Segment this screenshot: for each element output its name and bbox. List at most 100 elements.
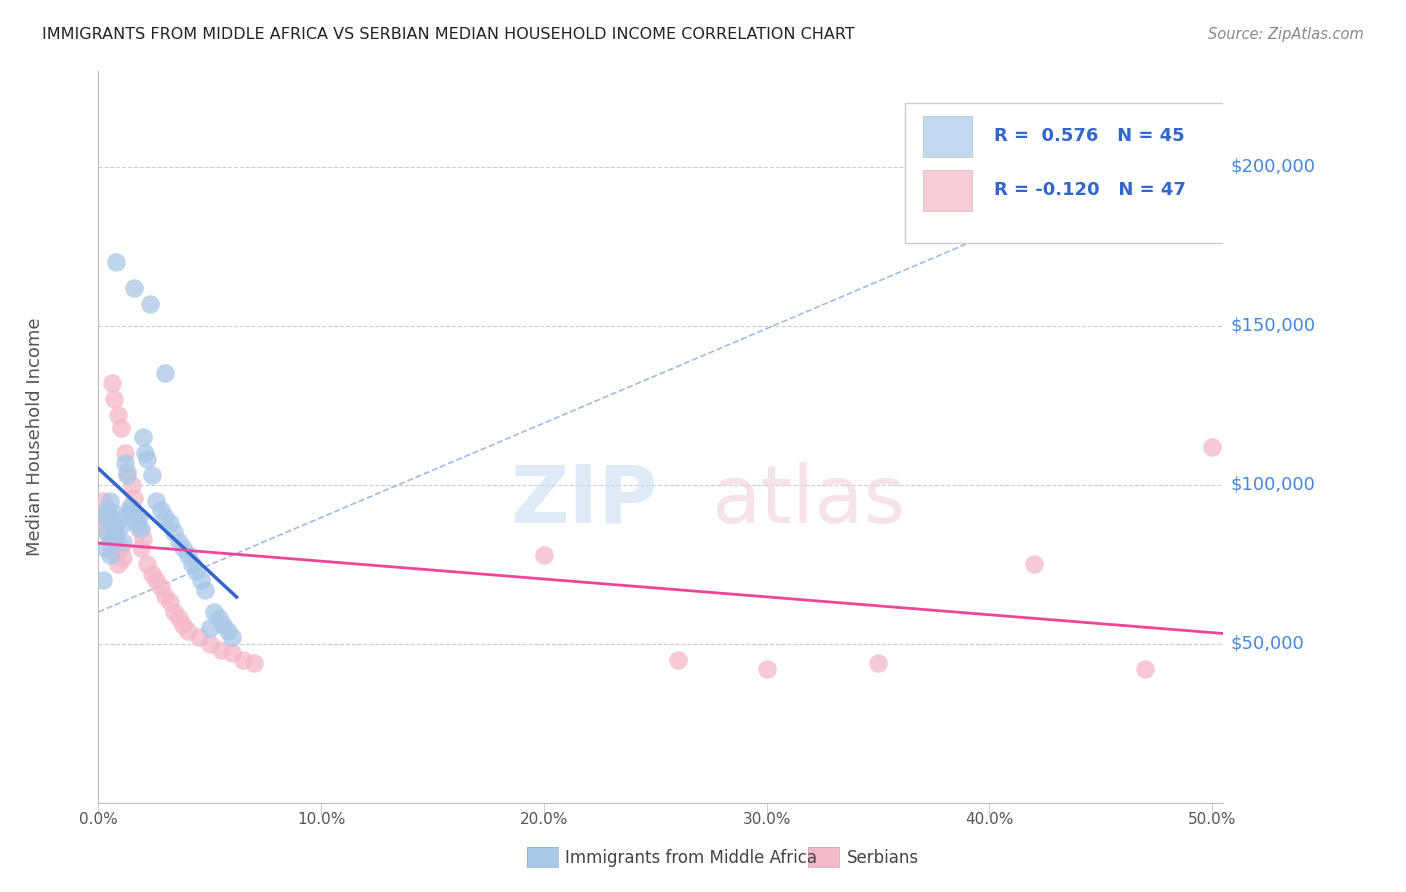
Text: $50,000: $50,000 (1230, 635, 1303, 653)
Point (866, 656, 889, 670)
Point (101, 516, 124, 530)
Point (136, 452, 159, 467)
Point (243, 656, 266, 670)
Point (96, 503, 118, 517)
Point (138, 296, 160, 310)
Point (167, 535, 190, 549)
Point (132, 430, 155, 444)
Point (145, 573, 167, 587)
Point (114, 446, 136, 460)
Point (212, 617, 235, 632)
Point (209, 643, 232, 657)
Text: R = -0.120   N = 47: R = -0.120 N = 47 (994, 181, 1185, 199)
Point (98, 548, 121, 562)
Point (128, 522, 150, 536)
Point (121, 477, 143, 491)
Bar (922, 169, 972, 211)
Text: ZIP: ZIP (510, 462, 658, 540)
Text: IMMIGRANTS FROM MIDDLE AFRICA VS SERBIAN MEDIAN HOUSEHOLD INCOME CORRELATION CHA: IMMIGRANTS FROM MIDDLE AFRICA VS SERBIAN… (42, 27, 855, 42)
Point (149, 580, 172, 594)
Point (125, 516, 148, 530)
Point (181, 558, 204, 572)
Text: 30.0%: 30.0% (742, 812, 790, 827)
Point (198, 637, 221, 651)
Point (1022, 558, 1045, 572)
Point (94, 516, 117, 530)
Point (122, 280, 145, 294)
Point (202, 605, 225, 619)
Point (172, 541, 194, 556)
Point (96, 525, 118, 540)
Point (172, 617, 194, 632)
Text: Serbians: Serbians (846, 849, 918, 867)
Point (91, 573, 114, 587)
Text: 40.0%: 40.0% (965, 812, 1014, 827)
Point (94, 509, 117, 524)
Text: Source: ZipAtlas.com: Source: ZipAtlas.com (1208, 27, 1364, 42)
Point (755, 662, 778, 676)
Text: 0.0%: 0.0% (79, 812, 118, 827)
Point (187, 631, 209, 645)
Point (94, 541, 117, 556)
Point (167, 611, 190, 625)
Point (159, 595, 181, 609)
Text: $150,000: $150,000 (1230, 317, 1316, 334)
Point (198, 621, 221, 635)
Text: 50.0%: 50.0% (1188, 812, 1236, 827)
Point (107, 408, 129, 422)
Point (141, 566, 163, 581)
Point (533, 548, 555, 562)
Point (117, 468, 139, 483)
Point (122, 507, 145, 521)
Point (110, 519, 132, 533)
Point (141, 468, 163, 483)
Point (121, 503, 143, 517)
Text: 20.0%: 20.0% (520, 812, 568, 827)
Point (190, 573, 212, 587)
Point (94, 509, 117, 524)
Point (666, 653, 689, 667)
Point (103, 519, 125, 533)
Text: Immigrants from Middle Africa: Immigrants from Middle Africa (565, 849, 817, 867)
Point (101, 525, 124, 540)
Point (163, 525, 186, 540)
Point (221, 646, 243, 660)
Bar (922, 116, 972, 157)
Point (155, 589, 177, 603)
Point (128, 509, 150, 524)
Point (129, 522, 152, 536)
Point (103, 532, 125, 546)
Point (125, 509, 148, 524)
Point (103, 507, 125, 521)
Point (122, 491, 145, 505)
Point (111, 550, 134, 565)
Point (221, 631, 243, 645)
Point (176, 624, 198, 638)
Point (107, 558, 129, 572)
Point (159, 516, 181, 530)
Point (163, 605, 186, 619)
Point (91, 493, 114, 508)
Point (111, 535, 134, 549)
Point (186, 564, 208, 578)
Point (103, 522, 125, 536)
Text: 10.0%: 10.0% (297, 812, 346, 827)
Point (149, 503, 172, 517)
Point (194, 582, 217, 597)
Point (155, 509, 177, 524)
Text: Median Household Income: Median Household Income (27, 318, 44, 557)
Point (98, 493, 121, 508)
Point (176, 548, 198, 562)
Point (118, 500, 141, 514)
Point (96, 503, 118, 517)
Point (132, 532, 155, 546)
Point (114, 456, 136, 470)
Text: atlas: atlas (711, 462, 905, 540)
Point (134, 446, 156, 460)
Point (1201, 440, 1223, 454)
Point (232, 653, 254, 667)
Point (217, 624, 239, 638)
Point (145, 493, 167, 508)
Point (101, 532, 124, 546)
Point (105, 548, 128, 562)
